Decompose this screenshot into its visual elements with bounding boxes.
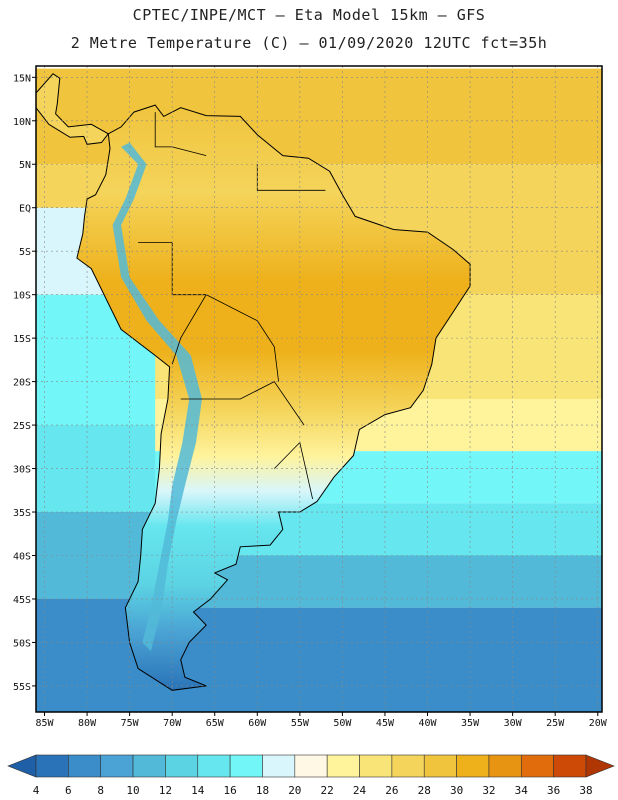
colorbar-label: 6: [65, 784, 72, 797]
lat-label: 5N: [19, 160, 31, 171]
lat-label: 35S: [13, 508, 31, 519]
colorbar-label: 38: [579, 784, 592, 797]
colorbar-label: 16: [223, 784, 236, 797]
colorbar-label: 30: [450, 784, 463, 797]
lat-label: 25S: [13, 421, 31, 432]
coastline-1: [36, 73, 110, 145]
colorbar-swatch: [488, 754, 522, 778]
colorbar-swatch: [520, 754, 554, 778]
lon-label: 70W: [163, 718, 182, 729]
colorbar-swatch: [68, 754, 102, 778]
lon-label: 45W: [376, 718, 395, 729]
colorbar-label: 36: [547, 784, 560, 797]
lon-label: 75W: [121, 718, 140, 729]
colorbar-swatch: [197, 754, 231, 778]
colorbar-label: 20: [288, 784, 301, 797]
colorbar-label: 32: [482, 784, 495, 797]
pacific-band-2: [36, 425, 156, 513]
country-border-5: [154, 112, 207, 156]
colorbar-label: 26: [385, 784, 398, 797]
lat-label: 50S: [13, 638, 31, 649]
lat-label: 40S: [13, 551, 31, 562]
map-title-line1: CPTEC/INPE/MCT – Eta Model 15km – GFS: [132, 6, 486, 24]
colorbar-swatch: [35, 754, 69, 778]
colorbar-swatch: [359, 754, 393, 778]
colorbar-label: 34: [515, 784, 529, 797]
colorbar: 4 6 8 10 12 14 16 18 20 22 24 26 28 30 32 34 36 38: [7, 754, 615, 797]
colorbar-label: 28: [418, 784, 431, 797]
colorbar-label: 18: [256, 784, 269, 797]
lat-label: 55S: [13, 682, 31, 693]
lat-label: 15S: [13, 334, 31, 345]
graticule: [36, 66, 602, 712]
longitude-labels: 85W 80W 75W 70W 65W 60W 55W 50W 45W 40W 35W 30W 25W 2…: [35, 712, 608, 729]
colorbar-swatch: [229, 754, 263, 778]
lon-label: 30W: [504, 718, 523, 729]
lon-label: 60W: [248, 718, 267, 729]
central-america-landmass: [36, 73, 109, 145]
colorbar-high-arrow: [585, 754, 615, 778]
colorbar-label: 8: [97, 784, 104, 797]
latitude-labels: 15N 10N 5N EQ 5S 10S 15S 20S 25S 30S 35S 40S 45S 50S 5…: [13, 73, 36, 693]
colorbar-label: 14: [191, 784, 205, 797]
country-border-3: [180, 381, 305, 426]
lon-label: 65W: [206, 718, 225, 729]
colorbar-low-arrow: [7, 754, 37, 778]
colorbar-swatch: [294, 754, 328, 778]
colorbar-swatch: [326, 754, 360, 778]
country-border-0: [171, 294, 279, 382]
colorbar-label: 12: [159, 784, 172, 797]
lat-label: 30S: [13, 465, 31, 476]
pacific-band-3: [36, 512, 156, 599]
map-title-line2: 2 Metre Temperature (C) – 01/09/2020 12U…: [70, 34, 548, 52]
lon-label: 40W: [418, 718, 437, 729]
colorbar-swatch: [100, 754, 134, 778]
lon-label: 35W: [461, 718, 480, 729]
lat-label: 5S: [19, 247, 31, 258]
colorbar-swatch: [391, 754, 425, 778]
lat-label: 10S: [13, 291, 31, 302]
lon-label: 50W: [333, 718, 352, 729]
map-frame: [35, 65, 603, 713]
lat-label: 15N: [13, 73, 31, 84]
lat-label: 20S: [13, 378, 31, 389]
colorbar-swatch: [262, 754, 296, 778]
colorbar-swatch: [165, 754, 199, 778]
colorbar-label: 10: [126, 784, 139, 797]
lat-label: 10N: [13, 117, 31, 128]
lon-label: 55W: [291, 718, 310, 729]
lon-label: 80W: [78, 718, 97, 729]
country-border-1: [138, 242, 207, 296]
colorbar-label: 22: [321, 784, 334, 797]
colorbar-label: 24: [353, 784, 367, 797]
lon-label: 85W: [35, 718, 54, 729]
colorbar-swatch: [456, 754, 490, 778]
coastline-0: [76, 104, 471, 691]
lat-label: 45S: [13, 595, 31, 606]
colorbar-swatch: [132, 754, 166, 778]
colorbar-label: 4: [33, 784, 40, 797]
lon-label: 25W: [546, 718, 565, 729]
lon-label: 20W: [589, 718, 608, 729]
lat-label: EQ: [19, 204, 31, 215]
colorbar-swatch: [423, 754, 457, 778]
country-borders: [36, 73, 471, 691]
colorbar-swatch: [553, 754, 587, 778]
